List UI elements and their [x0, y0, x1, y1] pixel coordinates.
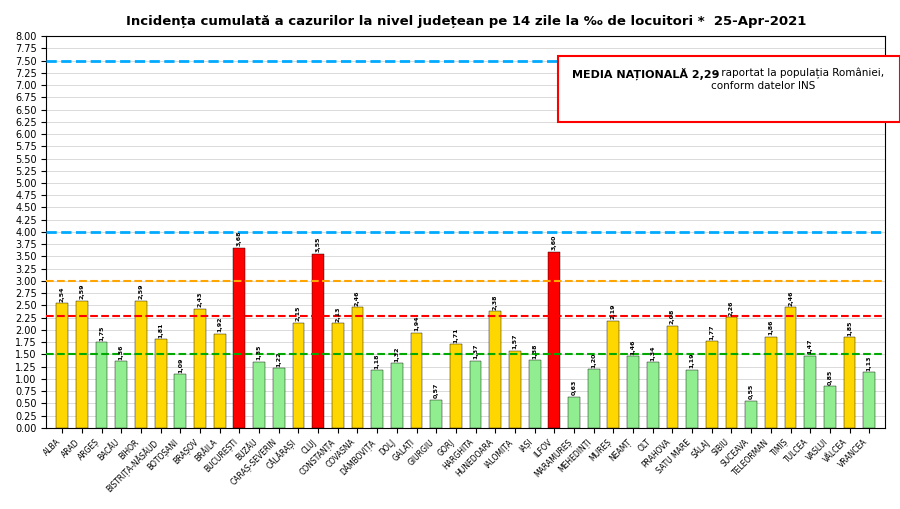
Bar — [253, 362, 265, 428]
Text: 1,92: 1,92 — [217, 317, 222, 332]
Text: 1,57: 1,57 — [512, 334, 517, 350]
Bar — [470, 361, 482, 428]
Bar — [175, 375, 186, 428]
Text: 3,55: 3,55 — [316, 237, 320, 252]
Bar — [391, 363, 402, 428]
Bar — [765, 337, 777, 428]
Text: 2,08: 2,08 — [670, 309, 675, 324]
Text: 2,38: 2,38 — [493, 294, 498, 310]
Text: 1,20: 1,20 — [591, 352, 596, 367]
Bar — [745, 401, 757, 428]
Text: 2,59: 2,59 — [79, 284, 85, 299]
Text: 1,13: 1,13 — [867, 355, 872, 371]
Bar — [312, 254, 324, 428]
Bar — [528, 360, 541, 428]
Text: 1,32: 1,32 — [394, 346, 400, 362]
Text: 2,19: 2,19 — [611, 303, 616, 319]
Bar — [450, 344, 462, 428]
Bar — [608, 321, 619, 428]
Text: 1,85: 1,85 — [847, 320, 852, 336]
Text: 0,55: 0,55 — [749, 384, 753, 400]
Bar — [863, 373, 875, 428]
Bar — [135, 301, 147, 428]
Bar — [627, 356, 639, 428]
Bar — [430, 400, 442, 428]
Text: 1,37: 1,37 — [473, 344, 478, 359]
Bar — [843, 337, 856, 428]
Bar — [372, 370, 383, 428]
Text: 1,34: 1,34 — [650, 345, 655, 361]
Text: - raportat la populația României,
conform datelor INS: - raportat la populația României, confor… — [711, 68, 884, 91]
Text: 1,09: 1,09 — [178, 357, 183, 373]
Text: 1,75: 1,75 — [99, 325, 104, 341]
Bar — [568, 397, 580, 428]
Text: 2,59: 2,59 — [139, 284, 143, 299]
Bar — [95, 342, 107, 428]
Bar — [686, 370, 698, 428]
Text: 2,13: 2,13 — [336, 306, 340, 322]
Text: 0,63: 0,63 — [572, 380, 577, 395]
Text: 1,38: 1,38 — [532, 343, 537, 359]
Bar — [233, 247, 246, 428]
Text: 1,71: 1,71 — [454, 327, 458, 343]
Text: 1,47: 1,47 — [807, 339, 813, 354]
Text: 1,77: 1,77 — [709, 324, 715, 340]
Text: 1,18: 1,18 — [374, 353, 380, 369]
Text: 2,15: 2,15 — [296, 305, 301, 321]
Bar — [292, 323, 304, 428]
Bar — [588, 369, 599, 428]
Bar — [410, 333, 422, 428]
Bar — [214, 334, 226, 428]
Text: 2,43: 2,43 — [197, 292, 202, 307]
Text: 1,94: 1,94 — [414, 316, 419, 331]
Text: 1,19: 1,19 — [689, 353, 695, 368]
Bar — [785, 307, 796, 428]
Title: Incidența cumulată a cazurilor la nivel județean pe 14 zile la ‰ de locuitori * : Incidența cumulată a cazurilor la nivel … — [125, 15, 806, 28]
Text: 1,86: 1,86 — [769, 320, 773, 335]
Text: 2,46: 2,46 — [355, 290, 360, 306]
Bar — [647, 362, 659, 428]
Bar — [352, 307, 364, 428]
Text: 1,46: 1,46 — [631, 340, 635, 355]
Text: 0,85: 0,85 — [827, 370, 832, 385]
Text: 2,54: 2,54 — [59, 287, 65, 302]
Text: 1,81: 1,81 — [158, 322, 163, 337]
Bar — [273, 368, 284, 428]
Bar — [115, 361, 127, 428]
Text: 1,22: 1,22 — [276, 351, 281, 366]
Bar — [548, 251, 560, 428]
Text: MEDIA NAȚIONALĂ 2,29: MEDIA NAȚIONALĂ 2,29 — [572, 68, 719, 80]
Text: 1,36: 1,36 — [119, 344, 124, 360]
Text: 1,35: 1,35 — [256, 345, 262, 360]
Text: 3,60: 3,60 — [552, 235, 557, 250]
Bar — [57, 303, 68, 428]
Text: 0,57: 0,57 — [434, 383, 438, 399]
Bar — [332, 324, 344, 428]
Bar — [805, 356, 816, 428]
Bar — [667, 326, 679, 428]
Bar — [155, 339, 166, 428]
Text: 2,26: 2,26 — [729, 300, 734, 316]
Text: 3,68: 3,68 — [237, 231, 242, 246]
Bar — [490, 311, 501, 428]
Bar — [706, 341, 717, 428]
Bar — [194, 309, 206, 428]
Text: 2,46: 2,46 — [788, 290, 793, 306]
Bar — [509, 351, 521, 428]
Bar — [76, 301, 88, 428]
Bar — [725, 317, 737, 428]
Bar — [824, 386, 836, 428]
